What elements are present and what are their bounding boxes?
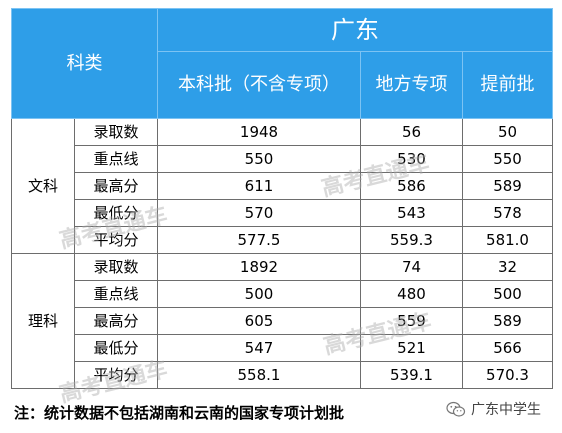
value-cell: 578 xyxy=(461,199,554,227)
column-header: 本科批（不含专项） xyxy=(157,51,361,119)
metric-label: 最高分 xyxy=(74,307,158,335)
table-row: 平均分 558.1 539.1 570.3 xyxy=(12,361,554,389)
metric-label: 最低分 xyxy=(74,199,158,227)
value-cell: 530 xyxy=(360,145,463,173)
subject-group-label: 文科 xyxy=(11,118,75,254)
value-cell: 558.1 xyxy=(157,361,361,389)
metric-label: 录取数 xyxy=(74,118,158,146)
value-cell: 480 xyxy=(360,280,463,308)
value-cell: 74 xyxy=(360,253,463,281)
metric-label: 平均分 xyxy=(74,226,158,254)
value-cell: 1948 xyxy=(157,118,361,146)
value-cell: 570.3 xyxy=(461,361,554,389)
metric-label: 重点线 xyxy=(74,145,158,173)
value-cell: 559 xyxy=(360,307,463,335)
value-cell: 56 xyxy=(360,118,463,146)
value-cell: 589 xyxy=(461,307,554,335)
subject-group-label: 理科 xyxy=(11,253,75,389)
value-cell: 547 xyxy=(157,334,361,362)
metric-label: 最高分 xyxy=(74,172,158,200)
metric-label: 最低分 xyxy=(74,334,158,362)
value-cell: 32 xyxy=(461,253,554,281)
metric-label: 重点线 xyxy=(74,280,158,308)
column-header: 提前批 xyxy=(461,51,554,119)
brand: 广东中学生 xyxy=(446,398,541,420)
table-row: 最低分 547 521 566 xyxy=(12,334,554,362)
table-row: 理科 录取数 1892 74 32 xyxy=(11,253,554,389)
header-row-columns: 本科批（不含专项） 地方专项 提前批 xyxy=(12,51,554,119)
value-cell: 543 xyxy=(360,199,463,227)
value-cell: 50 xyxy=(461,118,554,146)
table-row: 平均分 577.5 559.3 581.0 xyxy=(12,226,554,254)
value-cell: 1892 xyxy=(157,253,361,281)
header-row-province: 科类 广东 xyxy=(11,8,554,119)
value-cell: 566 xyxy=(461,334,554,362)
table-row: 重点线 500 480 500 xyxy=(12,280,554,308)
value-cell: 550 xyxy=(157,145,361,173)
value-cell: 611 xyxy=(157,172,361,200)
value-cell: 581.0 xyxy=(461,226,554,254)
brand-name: 广东中学生 xyxy=(471,402,541,418)
province-header: 广东 xyxy=(156,8,554,52)
value-cell: 559.3 xyxy=(360,226,463,254)
table-row: 最高分 605 559 589 xyxy=(12,307,554,335)
value-cell: 500 xyxy=(157,280,361,308)
table-row: 文科 录取数 1948 56 50 xyxy=(11,118,554,254)
value-cell: 521 xyxy=(360,334,463,362)
table-body: 科类 广东 本科批（不含专项） 地方专项 提前批 文科 录取数 1948 56 50 重点线 550 5… xyxy=(11,8,554,389)
category-header: 科类 xyxy=(11,8,158,119)
value-cell: 605 xyxy=(157,307,361,335)
metric-label: 平均分 xyxy=(74,361,158,389)
wechat-icon xyxy=(446,401,466,417)
value-cell: 539.1 xyxy=(360,361,463,389)
value-cell: 586 xyxy=(360,172,463,200)
table-row: 最低分 570 543 578 xyxy=(12,199,554,227)
table-row: 最高分 611 586 589 xyxy=(12,172,554,200)
column-header: 地方专项 xyxy=(360,51,463,119)
metric-label: 录取数 xyxy=(74,253,158,281)
footnote: 注：统计数据不包括湖南和云南的国家专项计划批 xyxy=(14,404,345,422)
value-cell: 500 xyxy=(461,280,554,308)
value-cell: 577.5 xyxy=(157,226,361,254)
admission-score-table: 科类 广东 本科批（不含专项） 地方专项 提前批 文科 录取数 1948 56 50 重点线 550 5… xyxy=(11,8,554,389)
value-cell: 550 xyxy=(461,145,554,173)
table-row: 重点线 550 530 550 xyxy=(12,145,554,173)
value-cell: 570 xyxy=(157,199,361,227)
value-cell: 589 xyxy=(461,172,554,200)
